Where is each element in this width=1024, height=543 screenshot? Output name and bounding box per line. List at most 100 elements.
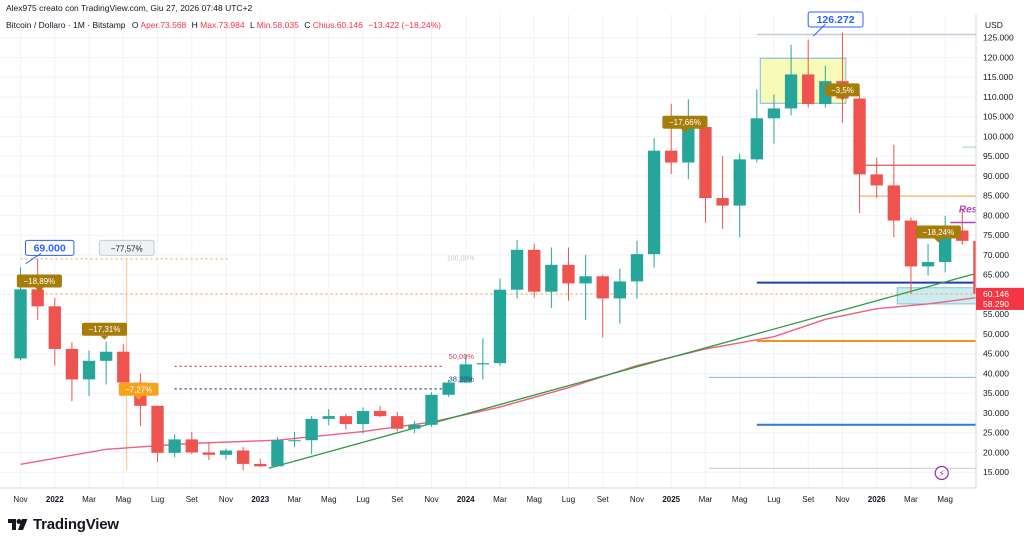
candle xyxy=(613,268,627,324)
candle xyxy=(528,243,541,298)
chart-credit: Alex975 creato con TradingView.com, Giu … xyxy=(6,3,253,13)
candle xyxy=(254,458,267,468)
candle-body xyxy=(579,276,592,284)
candle-body xyxy=(271,440,284,467)
candle xyxy=(168,434,181,458)
x-tick-label: 2023 xyxy=(251,495,269,504)
tradingview-logo[interactable]: TradingView xyxy=(8,516,119,533)
candle xyxy=(373,405,387,418)
ath-2025-leader xyxy=(812,23,826,37)
x-tick-label: Mag xyxy=(937,495,953,504)
candle xyxy=(545,247,558,308)
x-tick-label: 2022 xyxy=(46,495,64,504)
candle-body xyxy=(236,450,250,464)
candle-body xyxy=(305,418,318,441)
candle-body xyxy=(151,405,164,453)
symbol-name: Bitcoin / Dollaro · 1M · Bitstamp xyxy=(6,20,126,30)
y-tick-label: 110.000 xyxy=(983,92,1013,102)
candle-body xyxy=(322,416,335,419)
x-tick-label: Mag xyxy=(321,495,337,504)
x-tick-label: Set xyxy=(391,495,404,504)
lightning-icon: ⚡ xyxy=(939,469,945,479)
candle xyxy=(921,243,935,276)
candle-body xyxy=(65,348,79,380)
low-value: Min.58.035 xyxy=(256,20,299,30)
candle xyxy=(408,420,421,434)
y-tick-label: 40.000 xyxy=(983,368,1009,378)
candle xyxy=(65,342,79,402)
annotation-box xyxy=(16,274,62,288)
annotation-box xyxy=(118,382,159,396)
y-tick-label: 45.000 xyxy=(983,349,1009,359)
brand-name: TradingView xyxy=(33,516,119,533)
candle xyxy=(219,448,233,460)
y-tick-label: 85.000 xyxy=(983,191,1009,201)
candle xyxy=(853,94,866,214)
annotation-box xyxy=(915,225,961,239)
x-tick-label: Mag xyxy=(526,495,542,504)
candle-body xyxy=(391,416,404,429)
candle xyxy=(339,413,353,430)
candle xyxy=(493,278,507,366)
candle-body xyxy=(442,382,455,395)
annotation-text: −17,31% xyxy=(89,325,121,334)
drop-label-5: −3,5% xyxy=(825,83,860,101)
candle-body xyxy=(956,230,969,241)
candle-body xyxy=(31,289,44,307)
candle xyxy=(82,350,96,396)
x-tick-label: Mag xyxy=(732,495,748,504)
candle xyxy=(956,208,969,245)
y-tick-label: 25.000 xyxy=(983,428,1009,438)
x-tick-label: Nov xyxy=(630,495,644,504)
high-label: H xyxy=(191,20,198,30)
candle-body xyxy=(82,360,96,380)
bottom-zone xyxy=(896,287,976,305)
candle xyxy=(459,354,472,383)
annotation-pointer xyxy=(35,287,44,292)
candle-body xyxy=(288,440,301,442)
candle xyxy=(322,409,335,426)
x-tick-label: 2024 xyxy=(457,495,475,504)
candle xyxy=(236,446,250,471)
open-value: Aper.73.568 xyxy=(140,20,187,30)
annotation-box xyxy=(81,322,127,336)
candle-body xyxy=(219,450,233,455)
low-label: L xyxy=(249,20,255,30)
candle xyxy=(716,156,729,229)
annotation-pointer xyxy=(680,128,689,133)
fib-382-label: 38,20% xyxy=(449,374,475,383)
candle-body xyxy=(562,264,575,284)
callout-text: 126.272 xyxy=(817,14,855,26)
candle-body xyxy=(733,159,746,206)
candle xyxy=(750,89,763,163)
candle-body xyxy=(459,364,472,383)
annotation-box xyxy=(662,115,708,129)
annotation-pointer xyxy=(134,395,143,400)
event-marker-circle xyxy=(934,465,949,481)
x-tick-label: Nov xyxy=(835,495,849,504)
currency-label: USD xyxy=(985,20,1003,30)
candle xyxy=(391,412,404,432)
candle-body xyxy=(373,410,387,417)
x-tick-label: Mar xyxy=(288,495,302,504)
price-label-text: 58.290 xyxy=(983,299,1009,309)
candle xyxy=(117,344,130,383)
candle-body xyxy=(117,351,130,383)
x-tick-label: Nov xyxy=(13,495,27,504)
candle-body xyxy=(14,289,27,359)
candle-body xyxy=(202,452,216,455)
candle xyxy=(596,274,609,338)
y-tick-label: 30.000 xyxy=(983,408,1009,418)
candle-body xyxy=(339,416,353,425)
candle xyxy=(356,407,370,434)
y-tick-label: 120.000 xyxy=(983,52,1014,62)
candle xyxy=(887,144,900,238)
change-value: −13.422 (−18,24%) xyxy=(368,20,441,30)
candle-body xyxy=(408,424,421,429)
x-tick-label: Nov xyxy=(424,495,438,504)
x-tick-label: 2026 xyxy=(868,495,886,504)
plot-area: Resistenza100,00%50,00%38,20%7810−18,89%… xyxy=(0,11,976,488)
y-tick-label: 55.000 xyxy=(983,309,1009,319)
callout-box xyxy=(98,239,155,256)
